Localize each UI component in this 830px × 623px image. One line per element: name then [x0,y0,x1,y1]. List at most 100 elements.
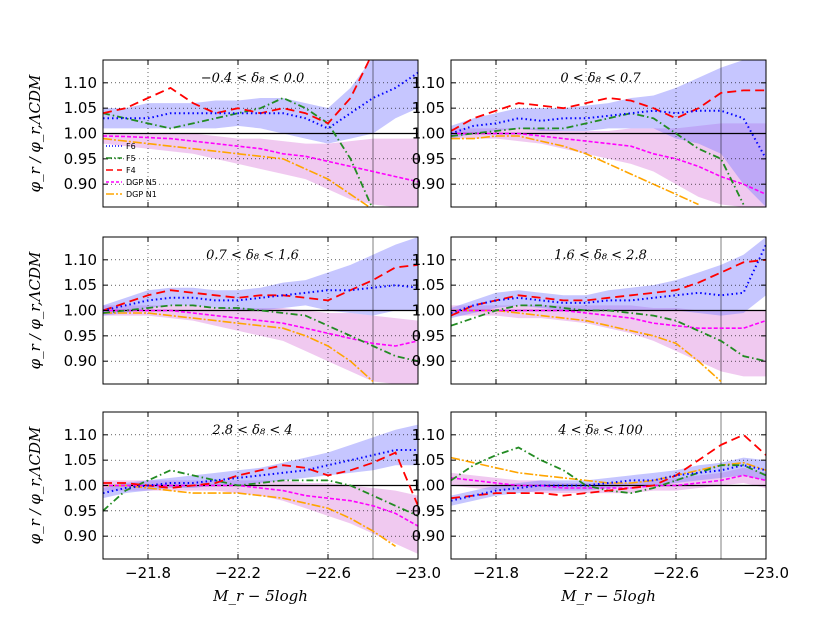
plot-area [451,60,766,207]
series-line-dgp-n5 [451,132,766,196]
plot-area [103,412,418,559]
y-tick-label: 1.00 [412,302,445,320]
series-line-dgp-n5 [103,484,418,527]
y-axis-label: φ_r / φ_r,ΛCDM [26,251,44,369]
series-line-f4 [103,264,418,312]
panel-3: 0.90 0.95 1.00 1.05 1.10 0.7 < δ₈ < 1.6 φ_r / … [26,236,419,385]
panel-range-label: −0.4 < δ₈ < 0.0 [201,71,305,86]
series-line-dgp-n1 [451,135,699,206]
panel-range-label: 0.7 < δ₈ < 1.6 [206,248,299,263]
legend-label: F6 [126,142,136,151]
dgp-uncertainty-band [451,123,766,207]
x-tick-label: −22.2 [215,564,261,582]
series-line-f4 [451,258,766,317]
f6-uncertainty-band [451,237,766,319]
panel-6: 0.90 0.95 1.00 1.05 1.10 −21.8 −22.2 −22.6 −23.0… [412,411,789,605]
series-line-dgp-n5 [451,474,766,489]
series-line-f6 [103,449,418,495]
panel-range-label: 0 < δ₈ < 0.7 [560,71,641,86]
x-tick-label: −23.0 [395,564,441,582]
panel-2: 0.90 0.95 1.00 1.05 1.10 0 < δ₈ < 0.7 [412,59,767,208]
y-tick-label: 1.00 [64,125,97,143]
plot-area [451,412,766,559]
y-tick-label: 0.90 [412,527,445,545]
y-tick-label: 1.05 [64,276,97,294]
y-tick-label: 0.95 [64,150,97,168]
y-tick-label: 0.95 [64,327,97,345]
series-line-f4 [103,451,418,507]
y-tick-label: 1.00 [412,125,445,143]
dgp-uncertainty-band [451,305,766,377]
x-tick-label: −22.6 [653,564,699,582]
dgp-uncertainty-band [103,133,418,207]
series-line-f5 [451,112,745,205]
f6-uncertainty-band [103,60,418,144]
panel-1: 0.90 0.95 1.00 1.05 1.10 −0.4 < δ₈ < 0.0 φ_r /… [26,59,419,208]
y-tick-label: 0.90 [412,175,445,193]
plot-area [103,237,418,384]
y-tick-label: 1.05 [64,451,97,469]
panel-5: 0.90 0.95 1.00 1.05 1.10 −21.8 −22.2 −22.6 −23.0… [26,411,441,605]
y-tick-label: 1.10 [64,426,97,444]
x-axis-label: M_r − 5logh [560,587,656,605]
y-tick-label: 0.95 [412,327,445,345]
series-line-f4 [103,60,371,125]
panel-range-label: 1.6 < δ₈ < 2.8 [554,248,647,263]
series-line-dgp-n5 [451,309,766,329]
panel-range-label: 2.8 < δ₈ < 4 [211,423,292,438]
legend-label: DGP N1 [126,190,157,199]
y-tick-label: 0.90 [64,175,97,193]
x-tick-label: −21.8 [473,564,519,582]
series-line-f5 [103,469,418,517]
y-axis-label: φ_r / φ_r,ΛCDM [26,74,44,192]
legend-label: F5 [126,154,136,163]
y-tick-label: 0.90 [412,352,445,370]
y-tick-label: 1.10 [412,74,445,92]
y-tick-label: 1.00 [64,302,97,320]
y-tick-label: 0.95 [64,502,97,520]
f6-uncertainty-band [451,60,766,207]
series-line-dgp-n1 [103,312,374,383]
series-line-f5 [451,304,766,363]
y-tick-label: 1.10 [412,251,445,269]
dgp-uncertainty-band [451,467,766,494]
y-tick-label: 0.90 [64,352,97,370]
y-tick-label: 1.05 [412,451,445,469]
x-tick-label: −22.6 [305,564,351,582]
f6-uncertainty-band [103,424,418,499]
plot-area [451,237,766,384]
y-tick-label: 1.10 [64,251,97,269]
y-tick-label: 0.95 [412,502,445,520]
y-tick-label: 1.00 [412,477,445,495]
y-tick-label: 1.05 [64,99,97,117]
f6-uncertainty-band [451,457,766,506]
y-tick-label: 1.10 [412,426,445,444]
dgp-uncertainty-band [103,480,418,554]
series-line-dgp-n1 [103,137,371,207]
series-line-dgp-n1 [103,484,396,547]
legend-label: F4 [126,166,136,175]
series-line-f4 [451,89,766,132]
y-tick-label: 1.00 [64,477,97,495]
panel-range-label: 4 < δ₈ < 100 [557,423,642,438]
x-tick-label: −23.0 [743,564,789,582]
y-axis-label: φ_r / φ_r,ΛCDM [26,426,44,544]
plot-area [103,60,418,207]
x-tick-label: −21.8 [125,564,171,582]
panel-4: 0.90 0.95 1.00 1.05 1.10 1.6 < δ₈ < 2.8 [412,236,767,385]
series-line-dgp-n5 [103,309,418,347]
dgp-uncertainty-band [103,305,418,384]
x-axis-label: M_r − 5logh [212,587,308,605]
y-tick-label: 1.05 [412,99,445,117]
series-line-f4 [451,433,766,500]
y-tick-label: 0.90 [64,527,97,545]
series-line-dgp-n5 [103,135,418,183]
y-tick-label: 1.05 [412,276,445,294]
legend-label: DGP N5 [126,178,157,187]
series-line-f6 [103,71,418,130]
y-tick-label: 0.95 [412,150,445,168]
y-tick-label: 1.10 [64,74,97,92]
series-line-f6 [451,109,766,160]
series-line-f6 [451,244,766,314]
